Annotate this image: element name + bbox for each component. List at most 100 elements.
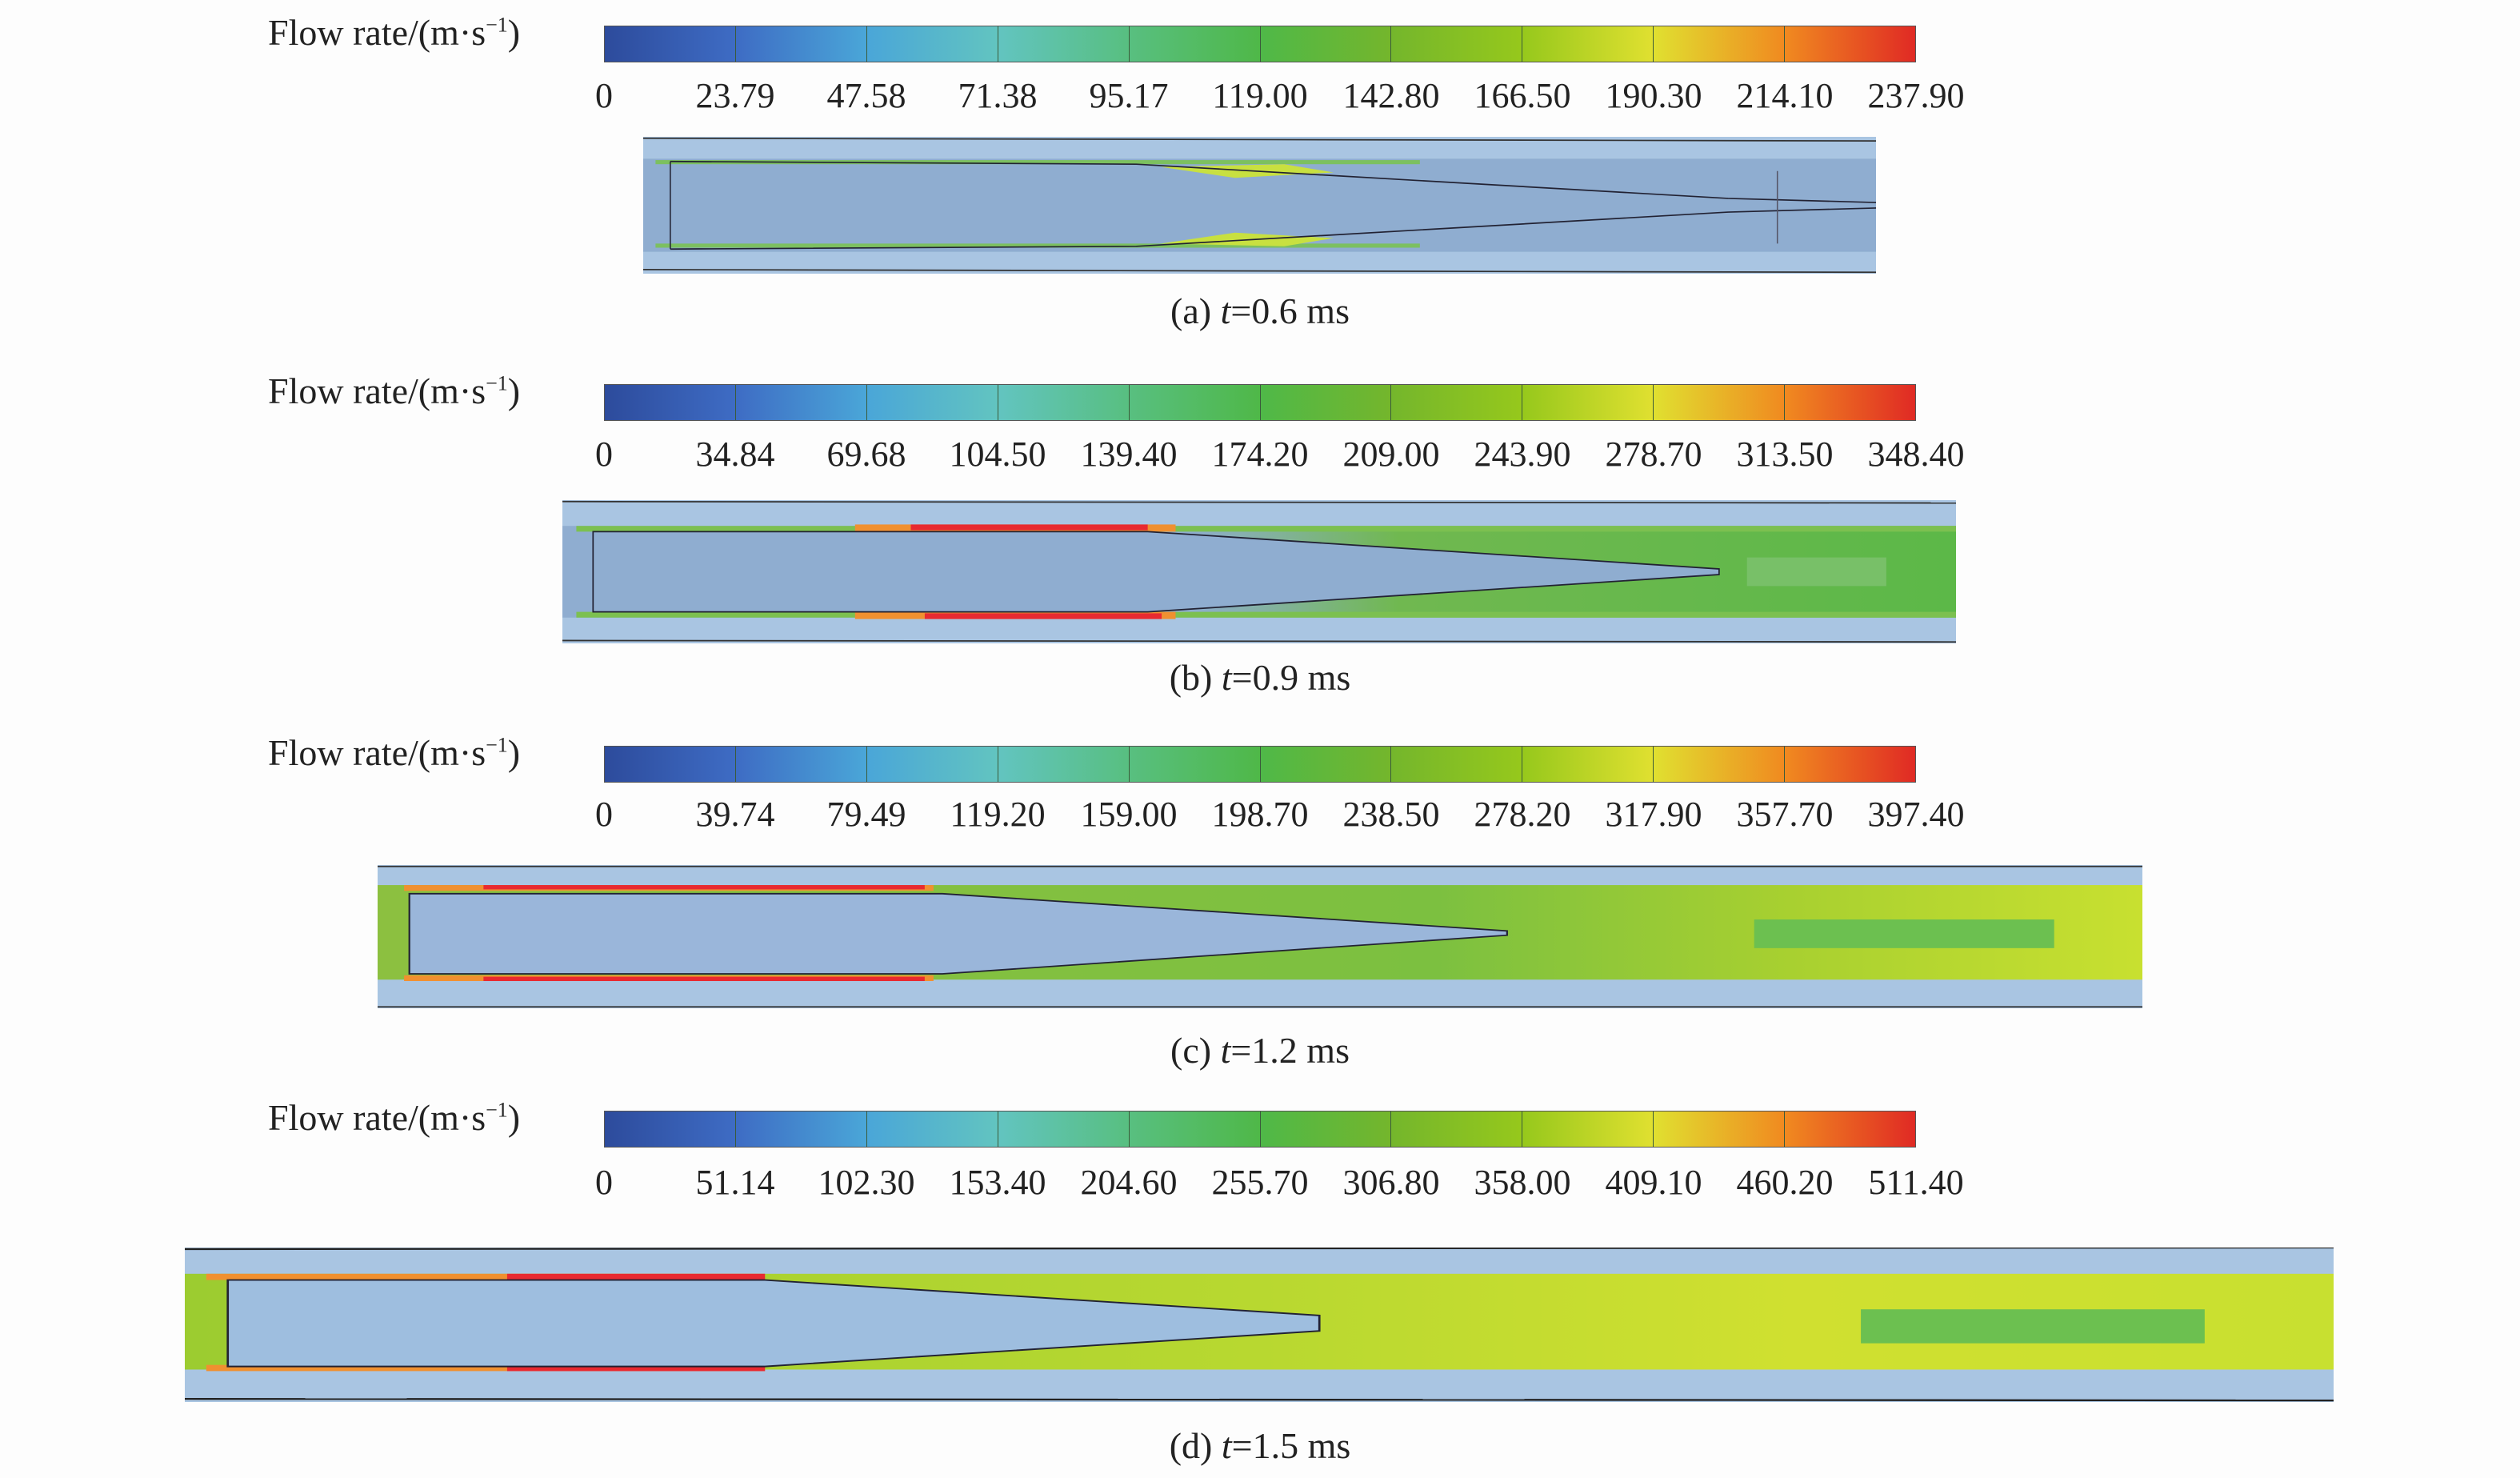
- caption-d: (d) t=1.5 ms: [1169, 1425, 1351, 1466]
- colorbar-segment: [1785, 747, 1916, 782]
- velocity-contour-c: [378, 865, 2142, 1008]
- colorbar-tick-label: 306.80: [1342, 1163, 1440, 1202]
- colorbar-a: [604, 26, 1916, 62]
- colorbar-segment: [1260, 26, 1392, 62]
- velocity-contour-a: [643, 137, 1876, 274]
- colorbar-ticks-a: 0 23.79 47.58 71.38 95.17 119.00 142.80 166.50 1…: [595, 75, 1965, 115]
- colorbar-tick-label: 278.20: [1474, 795, 1571, 834]
- colorbar-segment: [1654, 385, 1786, 420]
- cone-core: [408, 892, 1508, 975]
- colorbar-tick-label: 153.40: [949, 1163, 1046, 1202]
- colorbar-tick-label: 69.68: [826, 435, 906, 474]
- colorbar-segment: [1522, 26, 1654, 62]
- colorbar-tick-label: 119.00: [1212, 76, 1308, 115]
- colorbar-tick-label: 348.40: [1867, 435, 1965, 474]
- peak-velocity-bottom: [506, 1364, 766, 1372]
- colorbar-segment: [998, 1112, 1130, 1147]
- colorbar-tick-label: 166.50: [1474, 76, 1571, 115]
- colorbar-tick-label: 198.70: [1211, 795, 1309, 834]
- colorbar-tick-label: 209.00: [1342, 435, 1440, 474]
- colorbar-tick-label: 460.20: [1736, 1163, 1834, 1202]
- colorbar-tick-label: 409.10: [1605, 1163, 1702, 1202]
- colorbar-segment: [1654, 26, 1786, 62]
- colorbar-tick-label: 34.84: [695, 435, 775, 474]
- colorbar-segment: [1391, 747, 1523, 782]
- colorbar-segment: [866, 1112, 998, 1147]
- cone-core: [226, 1279, 1321, 1368]
- colorbar-tick-label: 104.50: [949, 435, 1046, 474]
- colorbar-segment: [1391, 385, 1523, 420]
- colorbar-segment: [1260, 747, 1392, 782]
- colorbar-tick-label: 159.00: [1080, 795, 1178, 834]
- colorbar-tick-label: 174.20: [1211, 435, 1309, 474]
- colorbar-segment: [1260, 385, 1392, 420]
- colorbar-segment: [998, 385, 1130, 420]
- shear-layer-top: [655, 160, 1420, 165]
- colorbar-segment: [866, 26, 998, 62]
- colorbar-tick-label: 47.58: [826, 76, 906, 115]
- velocity-contour-b: [562, 500, 1956, 643]
- cone-edge-top: [670, 160, 1876, 203]
- colorbar-segment: [735, 385, 867, 420]
- colorbar-segment: [998, 747, 1130, 782]
- colorbar-segment: [1654, 1112, 1786, 1147]
- colorbar-segment: [1785, 385, 1916, 420]
- colorbar-segment: [1522, 385, 1654, 420]
- colorbar-segment: [1522, 747, 1654, 782]
- colorbar-tick-label: 190.30: [1605, 76, 1702, 115]
- colorbar-segment: [866, 747, 998, 782]
- colorbar-segment: [605, 26, 736, 62]
- colorbar-tick-label: 51.14: [695, 1163, 775, 1202]
- colorbar-tick-label: 317.90: [1605, 795, 1702, 834]
- colorbar-ticks-b: 0 34.84 69.68 104.50 139.40 174.20 209.00 243.9…: [595, 434, 1965, 474]
- colorbar-tick-label: 238.50: [1342, 795, 1440, 834]
- colorbar-segment: [1391, 1112, 1523, 1147]
- colorbar-segment: [1654, 747, 1786, 782]
- colorbar-segment: [605, 747, 736, 782]
- caption-b: (b) t=0.9 ms: [1169, 657, 1351, 698]
- colorbar-segment: [735, 747, 867, 782]
- peak-velocity-bottom: [483, 976, 925, 981]
- colorbar-d: [604, 1111, 1916, 1148]
- colorbar-tick-label: 214.10: [1736, 76, 1834, 115]
- peak-velocity-top: [506, 1273, 766, 1280]
- colorbar-tick-label: 0: [595, 795, 613, 834]
- colorbar-tick-label: 119.20: [950, 795, 1046, 834]
- colorbar-tick-label: 0: [595, 76, 613, 115]
- peak-velocity-top: [483, 885, 925, 890]
- colorbar-tick-label: 142.80: [1342, 76, 1440, 115]
- colorbar-tick-label: 243.90: [1474, 435, 1571, 474]
- legend-title-d: Flow rate/(m·s−1): [268, 1097, 521, 1138]
- colorbar-tick-label: 139.40: [1080, 435, 1178, 474]
- colorbar-tick-label: 397.40: [1867, 795, 1965, 834]
- colorbar-segment: [866, 385, 998, 420]
- caption-c: (c) t=1.2 ms: [1170, 1030, 1350, 1071]
- velocity-contour-d: [185, 1248, 2334, 1402]
- colorbar-tick-label: 313.50: [1736, 435, 1834, 474]
- colorbar-segment: [998, 26, 1130, 62]
- colorbar-segment: [1129, 747, 1261, 782]
- colorbar-tick-label: 23.79: [695, 76, 775, 115]
- colorbar-tick-label: 255.70: [1211, 1163, 1309, 1202]
- legend-title-c: Flow rate/(m·s−1): [268, 732, 521, 773]
- colorbar-tick-label: 0: [595, 1163, 613, 1202]
- colorbar-tick-label: 39.74: [695, 795, 775, 834]
- colorbar-c: [604, 746, 1916, 783]
- peak-velocity-top: [910, 524, 1148, 531]
- colorbar-segment: [605, 385, 736, 420]
- colorbar-segment: [1129, 1112, 1261, 1147]
- colorbar-tick-label: 237.90: [1867, 76, 1965, 115]
- colorbar-segment: [1522, 1112, 1654, 1147]
- colorbar-ticks-d: 0 51.14 102.30 153.40 204.60 255.70 306.80 358.…: [595, 1162, 1964, 1202]
- colorbar-segment: [1785, 1112, 1916, 1147]
- legend-title-b: Flow rate/(m·s−1): [268, 371, 521, 411]
- colorbar-segment: [1391, 26, 1523, 62]
- caption-a: (a) t=0.6 ms: [1170, 290, 1350, 331]
- cone-core: [592, 531, 1720, 613]
- colorbar-tick-label: 95.17: [1089, 76, 1169, 115]
- colorbar-tick-label: 204.60: [1080, 1163, 1178, 1202]
- legend-title-a: Flow rate/(m·s−1): [268, 12, 521, 53]
- colorbar-segment: [1260, 1112, 1392, 1147]
- peak-velocity-bottom: [924, 613, 1162, 619]
- cone-edge-bottom: [670, 207, 1876, 250]
